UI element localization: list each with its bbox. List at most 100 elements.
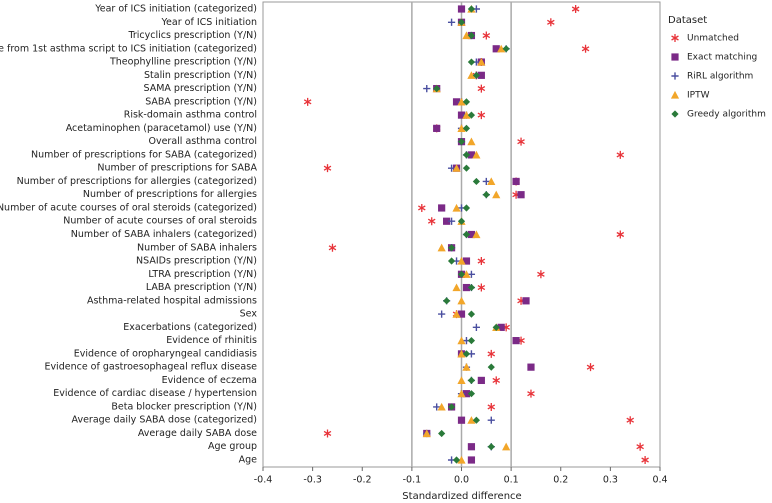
category-label: Year of ICS initiation (categorized) — [94, 4, 257, 15]
data-point — [457, 389, 466, 398]
x-tick-label: -0.4 — [254, 475, 273, 486]
legend-title: Dataset — [668, 15, 707, 26]
data-point — [492, 45, 500, 53]
legend-label: RiRL algorithm — [687, 72, 753, 82]
legend-marker — [671, 110, 679, 118]
data-point — [452, 98, 461, 106]
category-label: LTRA prescription (Y/N) — [148, 269, 257, 280]
data-point — [457, 124, 466, 132]
data-point — [457, 336, 466, 345]
category-label: Evidence of oropharyngeal candidiasis — [74, 348, 257, 359]
data-point — [457, 455, 466, 464]
data-point — [477, 257, 486, 266]
data-point — [437, 402, 446, 411]
x-tick-label: 0.4 — [652, 475, 667, 486]
data-point — [626, 416, 635, 425]
data-point — [641, 456, 649, 464]
x-tick-label: 0.1 — [504, 475, 519, 486]
category-label: Tricyclics prescription (Y/N) — [127, 30, 257, 41]
data-point — [477, 71, 485, 79]
category-label: Number of acute courses of oral steroids — [63, 216, 257, 227]
data-point — [447, 164, 456, 172]
data-point — [438, 310, 446, 318]
data-point — [447, 18, 456, 26]
category-label: SABA prescription (Y/N) — [145, 96, 257, 107]
category-label: Number of prescriptions for allergies — [83, 189, 257, 200]
data-point — [462, 363, 471, 371]
x-tick-label: 0.2 — [553, 475, 568, 486]
x-tick-label: 0.0 — [454, 475, 469, 486]
legend-label: Greedy algorithm — [687, 110, 766, 120]
legend-label: Unmatched — [687, 34, 739, 44]
data-point — [462, 350, 471, 358]
data-point — [462, 111, 471, 119]
category-label: Evidence of cardiac disease / hypertensi… — [53, 388, 257, 399]
data-point — [447, 257, 456, 265]
data-point — [438, 204, 446, 212]
data-point — [457, 270, 466, 278]
legend-marker — [671, 34, 679, 42]
data-point — [418, 203, 426, 212]
data-point — [512, 337, 520, 345]
data-point — [482, 177, 490, 186]
data-point — [467, 230, 476, 239]
data-point — [462, 390, 471, 398]
category-label: Time from 1st asthma script to ICS initi… — [0, 43, 257, 54]
category-label: Age group — [208, 441, 257, 452]
data-point — [477, 283, 486, 292]
data-point — [423, 84, 431, 93]
data-point — [492, 323, 500, 331]
data-point — [616, 230, 625, 239]
data-point — [517, 191, 525, 199]
data-point — [482, 31, 491, 40]
data-point — [457, 376, 466, 385]
data-point — [467, 58, 476, 66]
data-point — [457, 256, 466, 265]
data-point — [457, 97, 466, 106]
category-label: Number of prescriptions for SABA (catego… — [31, 149, 257, 160]
data-point — [467, 270, 476, 278]
x-tick-label: -0.3 — [303, 475, 322, 486]
category-label: SAMA prescription (Y/N) — [144, 83, 257, 94]
data-point — [433, 84, 441, 93]
data-point — [323, 164, 332, 173]
data-point — [422, 429, 431, 438]
category-label: Number of SABA inhalers — [137, 242, 257, 253]
data-point — [467, 390, 476, 398]
data-point — [487, 349, 496, 358]
data-point — [467, 456, 476, 464]
data-point — [487, 177, 496, 186]
legend-label: Exact matching — [687, 53, 757, 63]
data-point — [487, 363, 495, 371]
category-label: Number of SABA inhalers (categorized) — [71, 229, 257, 240]
data-point — [452, 456, 461, 464]
data-point — [492, 376, 501, 385]
category-label: Risk-domain asthma control — [124, 110, 257, 121]
data-point — [427, 217, 436, 226]
category-label: Evidence of rhinitis — [166, 335, 257, 346]
data-point — [487, 443, 495, 451]
data-point — [462, 204, 471, 212]
data-point — [462, 230, 471, 239]
data-point — [477, 57, 486, 66]
data-point — [581, 44, 590, 53]
category-label: Number of prescriptions for allergies (c… — [17, 176, 257, 187]
data-point — [571, 5, 580, 13]
category-label: Sex — [240, 309, 258, 320]
data-point — [636, 442, 644, 451]
data-point — [447, 217, 456, 225]
category-label: Average daily SABA dose (categorized) — [72, 415, 257, 426]
data-point — [457, 5, 466, 13]
data-point — [462, 164, 471, 172]
category-label: Stalin prescription (Y/N) — [144, 70, 257, 81]
data-point — [467, 151, 476, 159]
data-point — [472, 150, 481, 159]
data-point — [457, 349, 466, 358]
data-point — [502, 45, 510, 53]
data-point — [452, 164, 461, 172]
data-point — [462, 270, 471, 278]
category-label: Asthma-related hospital admissions — [87, 295, 257, 306]
data-point — [462, 124, 471, 132]
data-point — [472, 230, 481, 239]
x-tick-label: -0.1 — [403, 475, 422, 486]
